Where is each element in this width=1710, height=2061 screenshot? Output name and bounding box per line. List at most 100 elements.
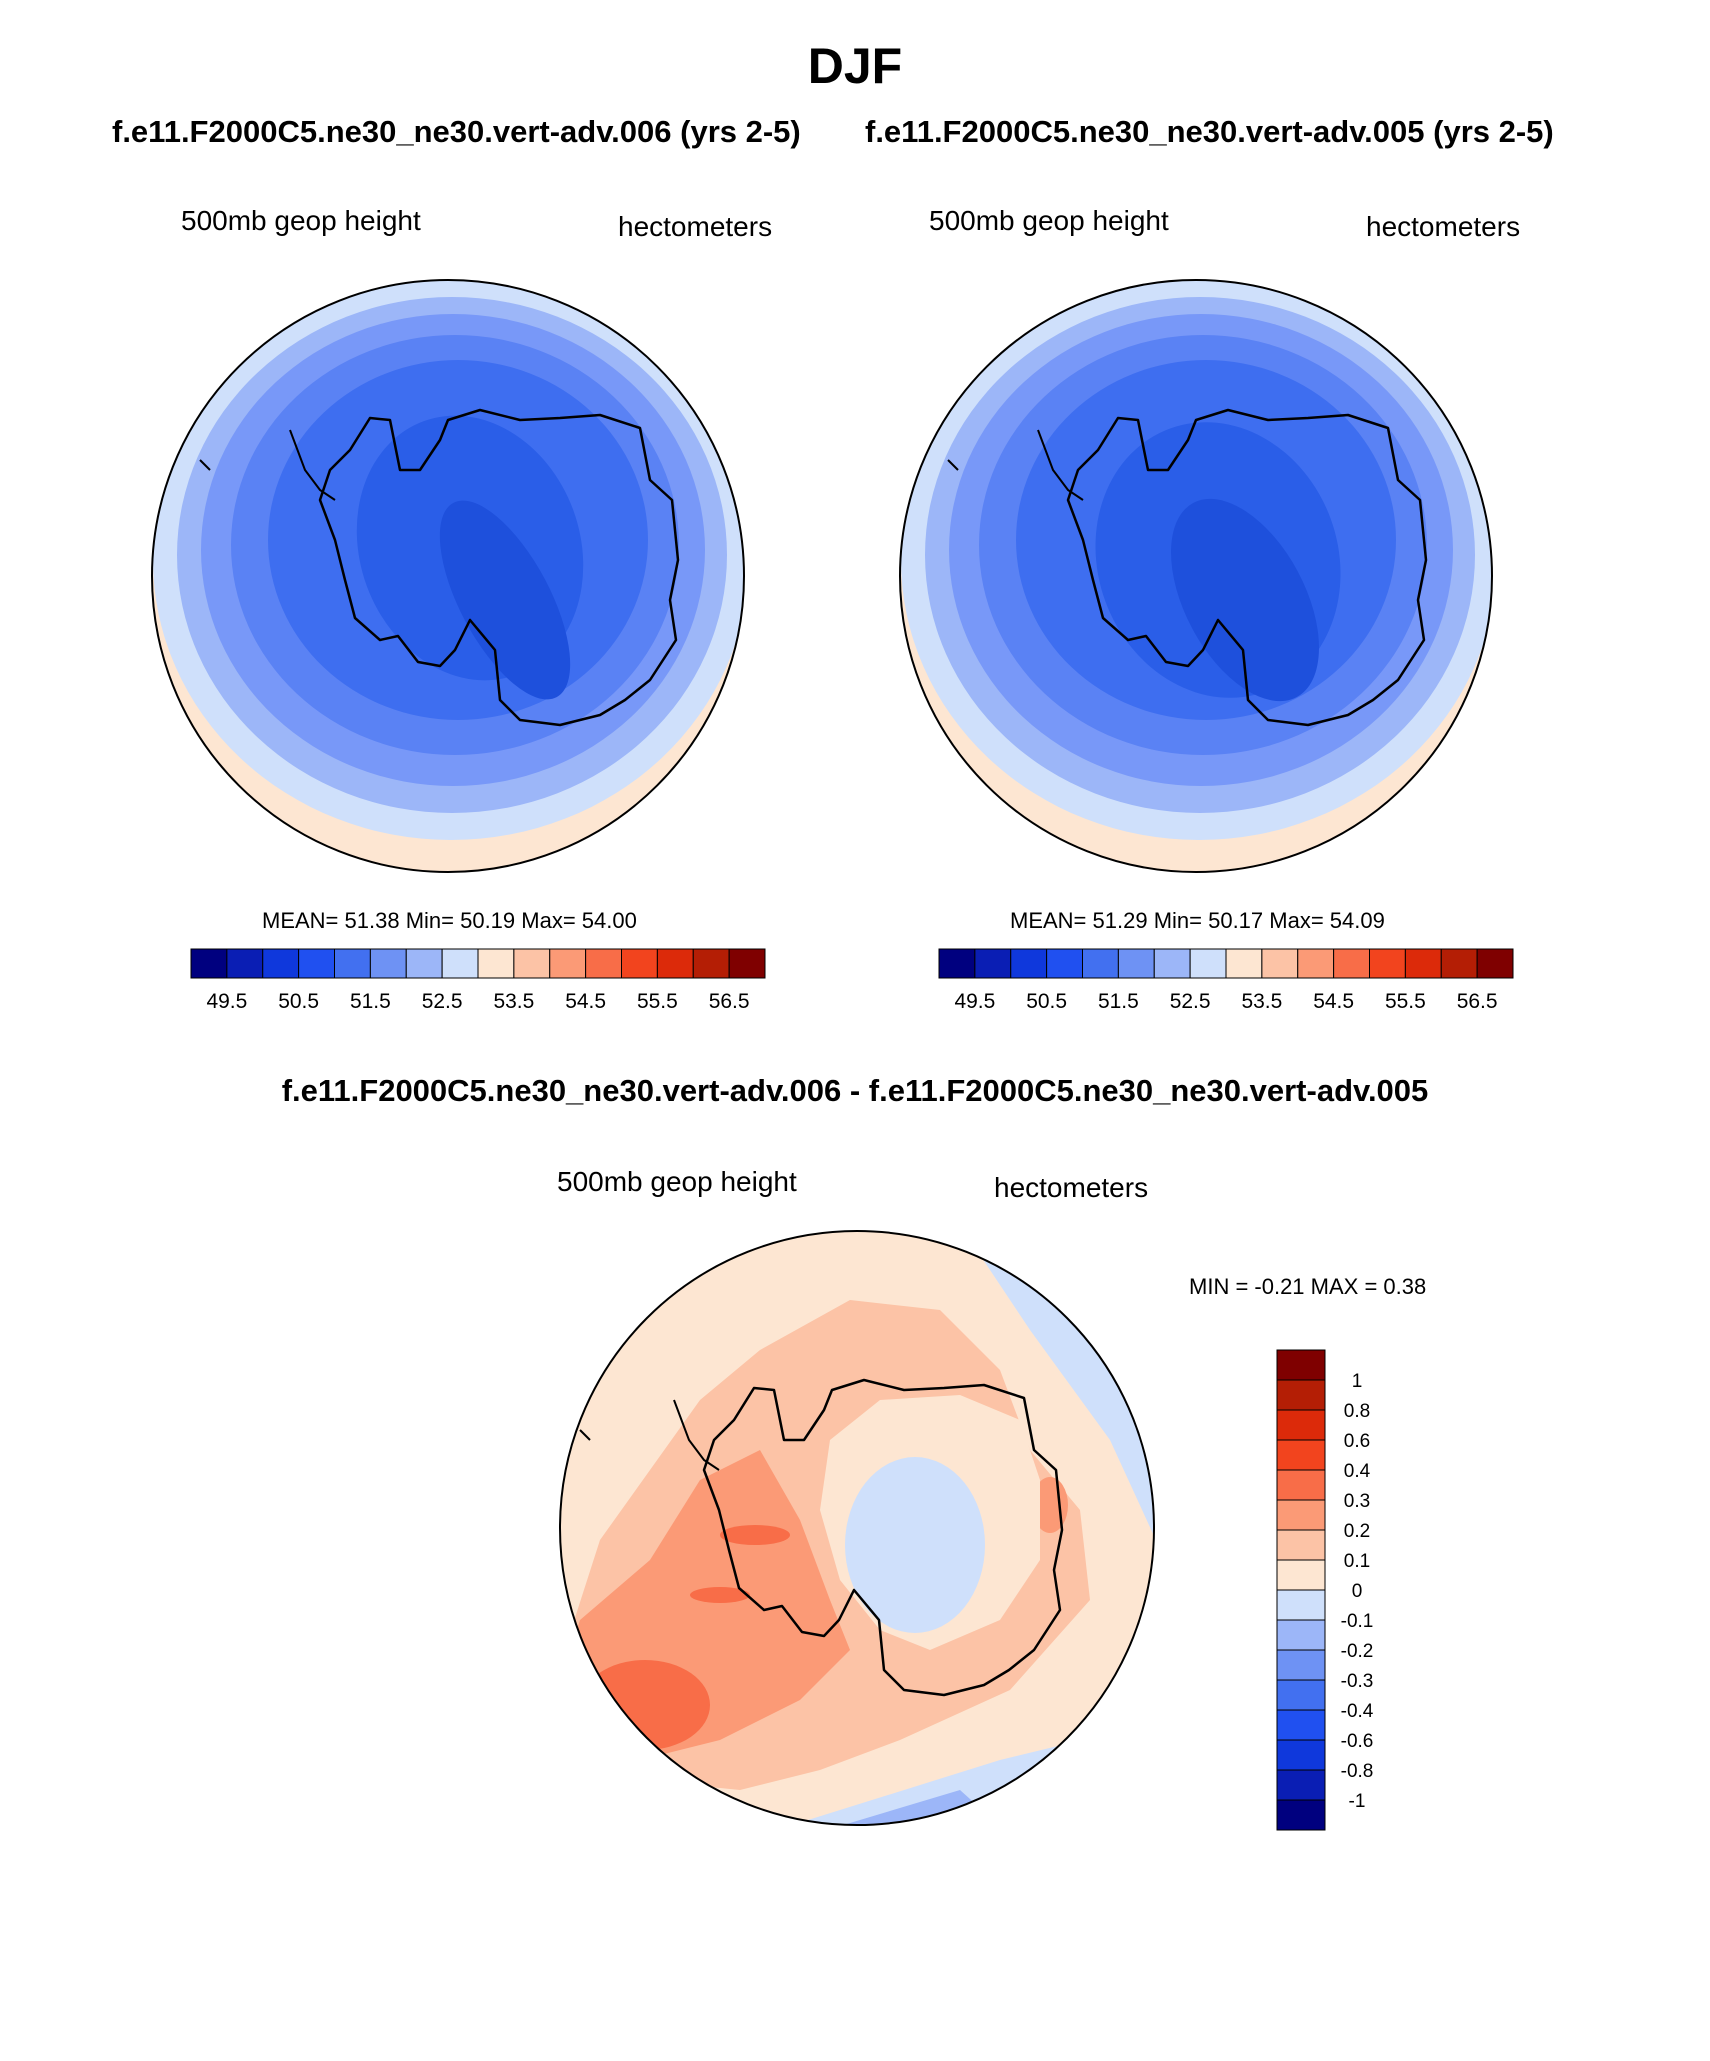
colorbar-tick-label: -0.8 <box>1341 1761 1374 1782</box>
colorbar-swatch <box>1297 948 1335 979</box>
panel-c-map-border <box>559 1230 1155 1826</box>
colorbar-swatch <box>1276 1769 1326 1801</box>
colorbar-tick-label: 0.4 <box>1344 1461 1371 1482</box>
colorbar-tick-label: 55.5 <box>1385 990 1426 1013</box>
panel-case-a: 500mb geop height hectometers MEAN= 51.3… <box>151 205 772 1013</box>
colorbar-tick-label: 0.3 <box>1344 1491 1370 1512</box>
colorbar-tick-label: 53.5 <box>493 990 534 1013</box>
figure-title: DJF <box>808 38 902 94</box>
panel-a-colorbar <box>190 948 766 979</box>
case-a-title: f.e11.F2000C5.ne30_ne30.vert-adv.006 (yr… <box>112 114 801 149</box>
colorbar-swatch <box>1369 948 1406 979</box>
colorbar-swatch <box>441 948 479 979</box>
colorbar-tick-label: -0.2 <box>1341 1641 1374 1662</box>
colorbar-tick-label: -0.4 <box>1341 1701 1374 1722</box>
colorbar-swatch <box>1276 1799 1326 1831</box>
colorbar-swatch <box>1082 948 1119 979</box>
colorbar-tick-label: 0.6 <box>1344 1431 1370 1452</box>
difference-title: f.e11.F2000C5.ne30_ne30.vert-adv.006 - f… <box>282 1073 1429 1108</box>
colorbar-swatch <box>1276 1559 1326 1591</box>
panel-b-units: hectometers <box>1366 211 1520 242</box>
panel-b-map-border <box>899 279 1493 873</box>
colorbar-tick-label: 0.2 <box>1344 1521 1370 1542</box>
colorbar-swatch <box>1276 1469 1326 1501</box>
panel-a-map <box>152 280 744 872</box>
panel-a-stats: MEAN= 51.38 Min= 50.19 Max= 54.00 <box>262 908 637 933</box>
colorbar-tick-label: 54.5 <box>1313 990 1354 1013</box>
colorbar-swatch <box>549 948 587 979</box>
colorbar-swatch <box>1189 948 1227 979</box>
colorbar-tick-label: 1 <box>1352 1371 1363 1392</box>
colorbar-tick-label: -0.3 <box>1341 1671 1374 1692</box>
colorbar-tick-label: 49.5 <box>206 990 247 1013</box>
panel-b-variable: 500mb geop height <box>929 205 1169 236</box>
panel-b-stats: MEAN= 51.29 Min= 50.17 Max= 54.09 <box>1010 908 1385 933</box>
colorbar-swatch <box>369 948 407 979</box>
colorbar-swatch <box>1261 948 1299 979</box>
colorbar-tick-label: 0.1 <box>1344 1551 1370 1572</box>
colorbar-swatch <box>1276 1619 1326 1651</box>
colorbar-swatch <box>656 948 694 979</box>
colorbar-swatch <box>513 948 551 979</box>
colorbar-swatch <box>1225 948 1263 979</box>
panel-c-units: hectometers <box>994 1172 1148 1203</box>
colorbar-tick-label: 51.5 <box>1098 990 1139 1013</box>
colorbar-swatch <box>1276 1709 1326 1741</box>
colorbar-swatch <box>1276 1589 1326 1621</box>
colorbar-tick-label: 52.5 <box>1170 990 1211 1013</box>
panel-b-map <box>900 280 1492 872</box>
colorbar-tick-label: 54.5 <box>565 990 606 1013</box>
panel-difference: 500mb geop height hectometers MIN = -0.2… <box>557 1166 1426 1831</box>
colorbar-swatch <box>1117 948 1155 979</box>
panel-a-colorbar-ticks: 49.5 50.5 51.5 52.5 53.5 54.5 55.5 56.5 <box>206 990 749 1013</box>
panel-a-variable: 500mb geop height <box>181 205 421 236</box>
panel-case-b: 500mb geop height hectometers MEAN= 51.2… <box>899 205 1520 1013</box>
colorbar-tick-label: 53.5 <box>1241 990 1282 1013</box>
colorbar-swatch <box>1276 1649 1326 1681</box>
colorbar-tick-label: 55.5 <box>637 990 678 1013</box>
colorbar-tick-label: 52.5 <box>422 990 463 1013</box>
colorbar-swatch <box>1276 1379 1326 1411</box>
colorbar-tick-label: 56.5 <box>709 990 750 1013</box>
colorbar-tick-label: 49.5 <box>954 990 995 1013</box>
colorbar-swatch <box>298 948 335 979</box>
panel-c-colorbar <box>1276 1349 1326 1831</box>
case-b-title: f.e11.F2000C5.ne30_ne30.vert-adv.005 (yr… <box>865 114 1554 149</box>
panel-c-colorbar-ticks: 1 0.8 0.6 0.4 0.3 0.2 0.1 0 -0.1 -0.2 -0.3 -0.4 -0.6… <box>1341 1371 1374 1812</box>
colorbar-swatch <box>692 948 730 979</box>
colorbar-tick-label: 0.8 <box>1344 1401 1370 1422</box>
colorbar-swatch <box>1440 948 1478 979</box>
colorbar-swatch <box>1010 948 1048 979</box>
colorbar-swatch <box>1276 1529 1326 1561</box>
colorbar-tick-label: 50.5 <box>278 990 319 1013</box>
colorbar-swatch <box>1276 1409 1326 1441</box>
colorbar-tick-label: 0 <box>1352 1581 1363 1602</box>
panel-b-colorbar-ticks: 49.5 50.5 51.5 52.5 53.5 54.5 55.5 56.5 <box>954 990 1497 1013</box>
colorbar-swatch <box>621 948 658 979</box>
colorbar-swatch <box>1153 948 1191 979</box>
colorbar-swatch <box>938 948 976 979</box>
colorbar-swatch <box>262 948 300 979</box>
colorbar-tick-label: 50.5 <box>1026 990 1067 1013</box>
colorbar-swatch <box>585 948 622 979</box>
colorbar-tick-label: 56.5 <box>1457 990 1498 1013</box>
colorbar-swatch <box>1276 1679 1326 1711</box>
colorbar-swatch <box>1276 1349 1326 1381</box>
panel-c-variable: 500mb geop height <box>557 1166 797 1197</box>
colorbar-swatch <box>728 948 766 979</box>
colorbar-swatch <box>405 948 443 979</box>
colorbar-swatch <box>226 948 264 979</box>
colorbar-swatch <box>1046 948 1083 979</box>
colorbar-tick-label: -0.1 <box>1341 1611 1374 1632</box>
colorbar-swatch <box>477 948 515 979</box>
colorbar-tick-label: 51.5 <box>350 990 391 1013</box>
panel-c-stats: MIN = -0.21 MAX = 0.38 <box>1189 1274 1426 1299</box>
panel-a-units: hectometers <box>618 211 772 242</box>
colorbar-swatch <box>974 948 1012 979</box>
colorbar-swatch <box>1276 1439 1326 1471</box>
colorbar-swatch <box>1276 1499 1326 1531</box>
colorbar-swatch <box>1333 948 1370 979</box>
colorbar-swatch <box>1404 948 1442 979</box>
colorbar-tick-label: -0.6 <box>1341 1731 1374 1752</box>
